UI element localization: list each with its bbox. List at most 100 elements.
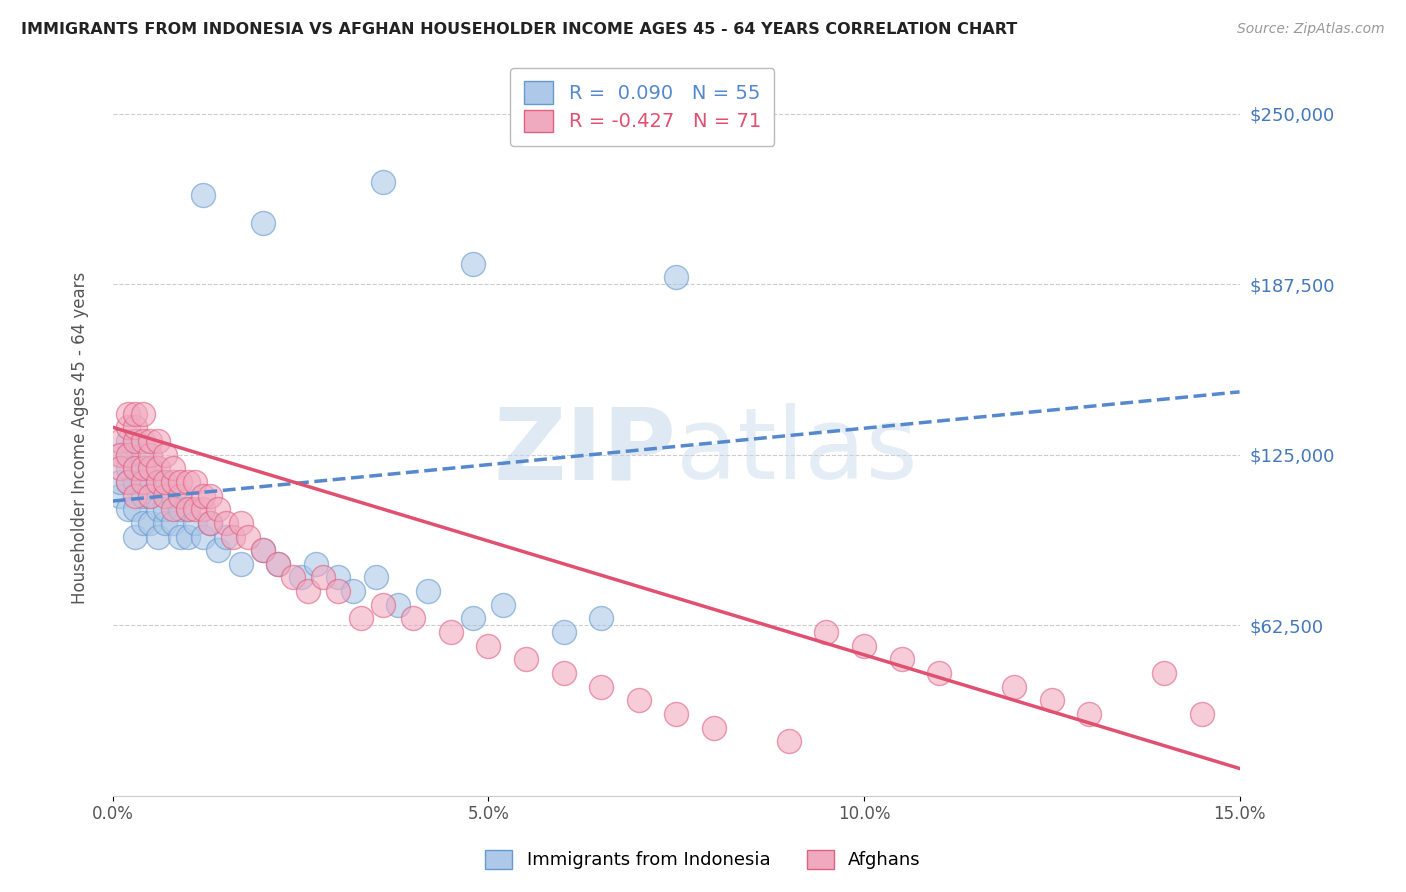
- Point: [155, 475, 177, 489]
- Point: [132, 434, 155, 448]
- Point: [146, 475, 169, 489]
- Text: Source: ZipAtlas.com: Source: ZipAtlas.com: [1237, 22, 1385, 37]
- Point: [553, 665, 575, 680]
- Point: [177, 502, 200, 516]
- Point: [387, 598, 409, 612]
- Point: [229, 557, 252, 571]
- Point: [132, 475, 155, 489]
- Legend: Immigrants from Indonesia, Afghans: Immigrants from Indonesia, Afghans: [477, 840, 929, 879]
- Point: [207, 502, 229, 516]
- Point: [350, 611, 373, 625]
- Point: [117, 448, 139, 462]
- Point: [665, 706, 688, 721]
- Point: [117, 434, 139, 448]
- Point: [177, 475, 200, 489]
- Point: [184, 475, 207, 489]
- Point: [155, 475, 177, 489]
- Point: [364, 570, 387, 584]
- Point: [169, 529, 191, 543]
- Point: [124, 434, 146, 448]
- Point: [124, 420, 146, 434]
- Point: [146, 502, 169, 516]
- Point: [124, 529, 146, 543]
- Point: [132, 475, 155, 489]
- Point: [236, 529, 259, 543]
- Point: [155, 502, 177, 516]
- Point: [117, 420, 139, 434]
- Point: [155, 489, 177, 503]
- Point: [665, 270, 688, 285]
- Point: [440, 625, 463, 640]
- Point: [463, 611, 485, 625]
- Point: [1078, 706, 1101, 721]
- Point: [162, 475, 184, 489]
- Point: [200, 489, 222, 503]
- Point: [553, 625, 575, 640]
- Point: [207, 543, 229, 558]
- Point: [110, 489, 132, 503]
- Point: [162, 489, 184, 503]
- Point: [124, 434, 146, 448]
- Point: [928, 665, 950, 680]
- Point: [312, 570, 335, 584]
- Point: [139, 461, 162, 475]
- Point: [117, 461, 139, 475]
- Point: [139, 516, 162, 530]
- Point: [177, 502, 200, 516]
- Text: atlas: atlas: [676, 403, 918, 500]
- Point: [214, 529, 236, 543]
- Point: [1153, 665, 1175, 680]
- Point: [169, 489, 191, 503]
- Point: [252, 543, 274, 558]
- Point: [124, 407, 146, 421]
- Point: [191, 529, 214, 543]
- Point: [124, 461, 146, 475]
- Point: [492, 598, 515, 612]
- Point: [373, 598, 395, 612]
- Point: [463, 257, 485, 271]
- Point: [124, 502, 146, 516]
- Text: IMMIGRANTS FROM INDONESIA VS AFGHAN HOUSEHOLDER INCOME AGES 45 - 64 YEARS CORREL: IMMIGRANTS FROM INDONESIA VS AFGHAN HOUS…: [21, 22, 1018, 37]
- Point: [778, 734, 800, 748]
- Legend: R =  0.090   N = 55, R = -0.427   N = 71: R = 0.090 N = 55, R = -0.427 N = 71: [510, 68, 775, 145]
- Point: [132, 489, 155, 503]
- Point: [124, 489, 146, 503]
- Point: [191, 188, 214, 202]
- Point: [252, 543, 274, 558]
- Point: [200, 516, 222, 530]
- Point: [110, 434, 132, 448]
- Point: [132, 448, 155, 462]
- Point: [191, 502, 214, 516]
- Point: [328, 584, 350, 599]
- Point: [177, 529, 200, 543]
- Point: [155, 516, 177, 530]
- Y-axis label: Householder Income Ages 45 - 64 years: Householder Income Ages 45 - 64 years: [72, 271, 89, 604]
- Point: [132, 461, 155, 475]
- Point: [124, 461, 146, 475]
- Point: [162, 516, 184, 530]
- Point: [890, 652, 912, 666]
- Point: [139, 434, 162, 448]
- Point: [267, 557, 290, 571]
- Point: [117, 502, 139, 516]
- Point: [155, 448, 177, 462]
- Point: [1191, 706, 1213, 721]
- Point: [132, 516, 155, 530]
- Text: ZIP: ZIP: [494, 403, 676, 500]
- Point: [328, 570, 350, 584]
- Point: [110, 475, 132, 489]
- Point: [373, 175, 395, 189]
- Point: [162, 502, 184, 516]
- Point: [591, 611, 613, 625]
- Point: [703, 721, 725, 735]
- Point: [290, 570, 312, 584]
- Point: [191, 489, 214, 503]
- Point: [297, 584, 319, 599]
- Point: [146, 475, 169, 489]
- Point: [110, 461, 132, 475]
- Point: [281, 570, 304, 584]
- Point: [169, 475, 191, 489]
- Point: [229, 516, 252, 530]
- Point: [627, 693, 650, 707]
- Point: [815, 625, 838, 640]
